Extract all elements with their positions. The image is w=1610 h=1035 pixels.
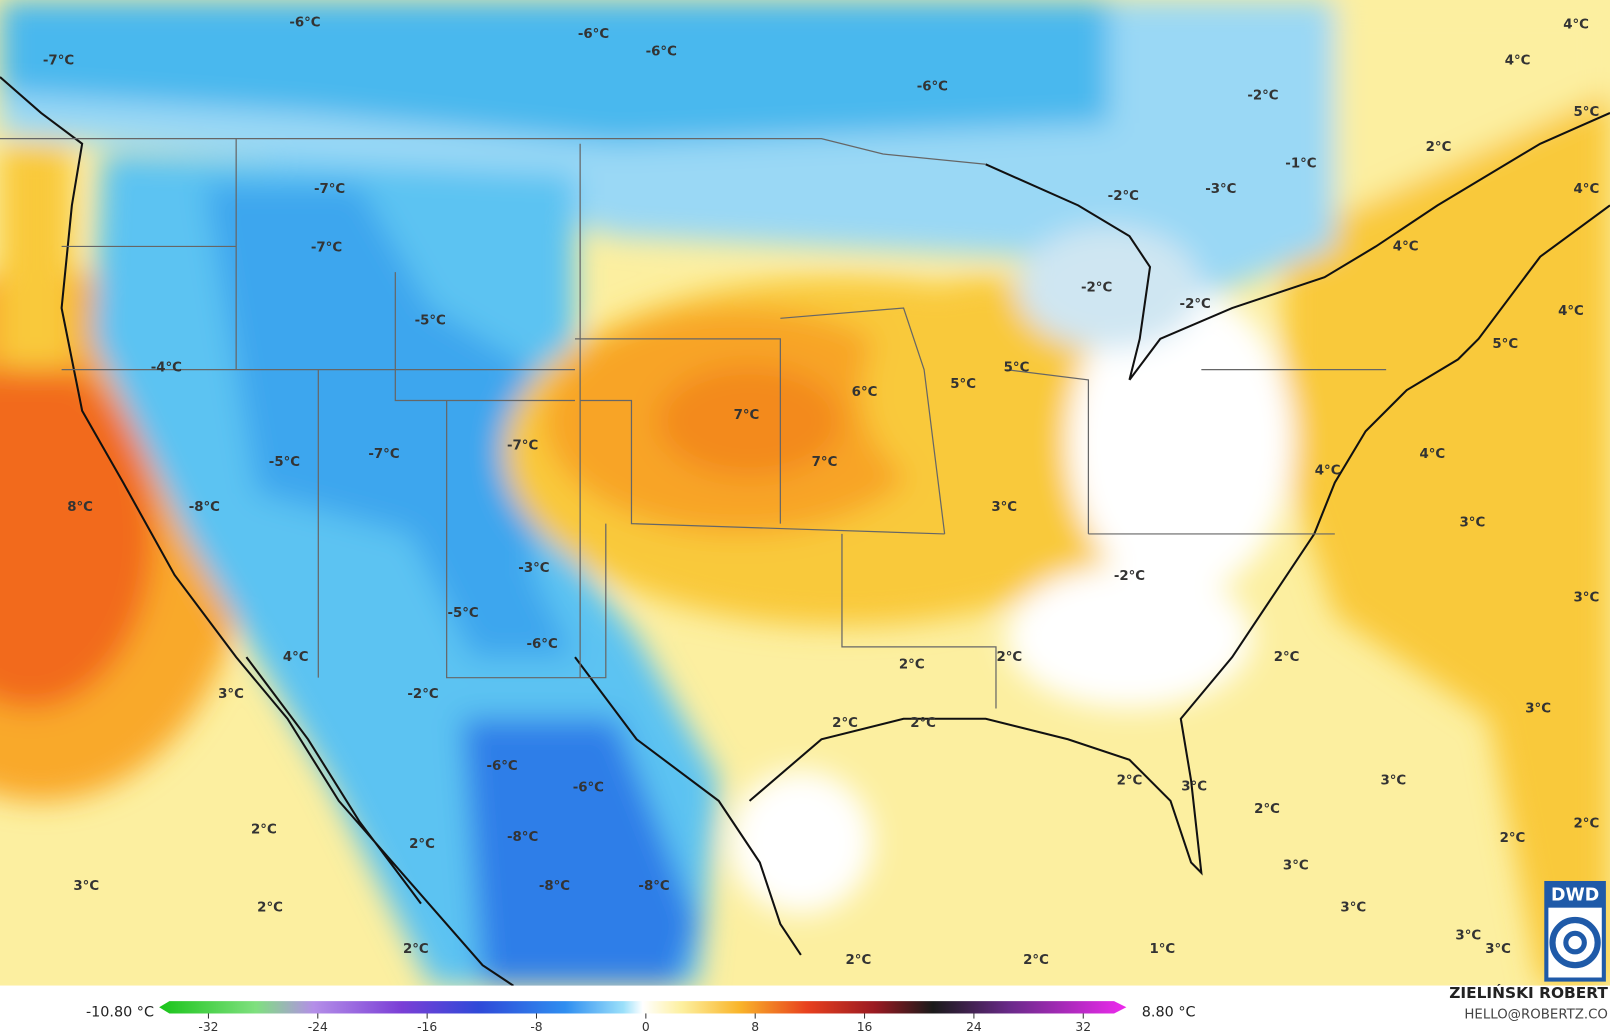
tick-label: -32 xyxy=(198,1020,218,1034)
temperature-label: -3°C xyxy=(518,561,549,576)
temperature-label: 3°C xyxy=(991,500,1017,515)
temperature-label: 2°C xyxy=(899,657,925,672)
temperature-label: 1°C xyxy=(1149,942,1175,957)
temperature-label: 7°C xyxy=(734,408,760,423)
tick-label: 24 xyxy=(966,1020,982,1034)
temperature-label: 2°C xyxy=(1500,831,1526,846)
temperature-label: 2°C xyxy=(1254,802,1280,817)
temperature-label: -6°C xyxy=(486,759,517,774)
temperature-label: 3°C xyxy=(1525,701,1551,716)
temperature-label: -5°C xyxy=(269,455,300,470)
tick-label: -8 xyxy=(530,1020,542,1034)
temperature-label: -2°C xyxy=(1114,569,1145,584)
temperature-label: 2°C xyxy=(1023,953,1049,968)
temperature-label: 3°C xyxy=(218,687,244,702)
temperature-label: 2°C xyxy=(832,716,858,731)
tick-label: -24 xyxy=(308,1020,328,1034)
temperature-label: 5°C xyxy=(1574,105,1600,120)
temperature-label: 7°C xyxy=(812,455,838,470)
temperature-label: 5°C xyxy=(1004,361,1030,376)
temperature-labels: -6°C -6°C -6°C -6°C -7°C 4°C 4°C -2°C 5°C 2°C -1°C… xyxy=(43,16,1599,968)
temperature-label: 3°C xyxy=(1283,859,1309,874)
temperature-label: -1°C xyxy=(1285,156,1316,171)
temperature-label: -6°C xyxy=(917,79,948,94)
temperature-label: 2°C xyxy=(1274,650,1300,665)
temperature-label: -7°C xyxy=(507,439,538,454)
tick-label: -16 xyxy=(417,1020,437,1034)
colorbar xyxy=(159,1001,1127,1014)
temperature-label: -6°C xyxy=(646,44,677,59)
temperature-label: 4°C xyxy=(1315,463,1341,478)
temperature-label: -2°C xyxy=(1180,297,1211,312)
temperature-label: 6°C xyxy=(852,385,878,400)
temperature-label: 8°C xyxy=(67,500,93,515)
temperature-label: -5°C xyxy=(415,313,446,328)
colorbar-ticks: -32 -24 -16 -8 0 8 16 24 32 xyxy=(198,1013,1091,1034)
temperature-label: -8°C xyxy=(638,879,669,894)
temperature-label: 3°C xyxy=(73,879,99,894)
temperature-label: 5°C xyxy=(1492,337,1518,352)
temperature-label: 4°C xyxy=(1558,304,1584,319)
temperature-label: 2°C xyxy=(251,823,277,838)
temperature-label: -6°C xyxy=(573,781,604,796)
temperature-label: -6°C xyxy=(289,16,320,31)
temperature-label: 4°C xyxy=(1574,182,1600,197)
temperature-label: -8°C xyxy=(539,879,570,894)
temperature-label: -3°C xyxy=(1205,182,1236,197)
credit-contact: HELLO@ROBERTZ.CO xyxy=(1464,1008,1608,1023)
temperature-label: 5°C xyxy=(950,377,976,392)
tick-label: 16 xyxy=(857,1020,873,1034)
temperature-label: 2°C xyxy=(1574,816,1600,831)
temperature-label: -7°C xyxy=(311,240,342,255)
dwd-logo: DWD xyxy=(1544,880,1606,982)
temperature-label: 3°C xyxy=(1380,773,1406,788)
temperature-label: 2°C xyxy=(910,716,936,731)
temperature-label: -7°C xyxy=(43,54,74,69)
temperature-label: 3°C xyxy=(1455,928,1481,943)
temperature-label: 2°C xyxy=(403,942,429,957)
temperature-label: -7°C xyxy=(314,182,345,197)
temperature-label: 2°C xyxy=(846,953,872,968)
temperature-label: 2°C xyxy=(1426,140,1452,155)
temperature-label: 4°C xyxy=(1393,239,1419,254)
temperature-label: 4°C xyxy=(1505,54,1531,69)
temperature-label: -2°C xyxy=(1108,189,1139,204)
temperature-label: 3°C xyxy=(1574,591,1600,606)
colorbar-min: -10.80 °C xyxy=(86,1005,154,1021)
temperature-label: -6°C xyxy=(527,637,558,652)
temperature-label: -2°C xyxy=(1081,280,1112,295)
logo-text: DWD xyxy=(1551,885,1599,905)
temperature-label: -2°C xyxy=(407,687,438,702)
temperature-label: -8°C xyxy=(507,830,538,845)
temperature-label: 3°C xyxy=(1460,516,1486,531)
temperature-label: 3°C xyxy=(1181,780,1207,795)
temperature-label: 4°C xyxy=(1563,18,1589,33)
temperature-label: 4°C xyxy=(283,650,309,665)
temperature-label: 2°C xyxy=(996,650,1022,665)
temperature-label: -2°C xyxy=(1247,88,1278,103)
temperature-label: 3°C xyxy=(1485,942,1511,957)
temperature-label: 2°C xyxy=(1117,773,1143,788)
temperature-label: 4°C xyxy=(1419,447,1445,462)
credit-author: ZIELIŃSKI ROBERT xyxy=(1449,983,1608,1002)
temperature-label: -6°C xyxy=(578,27,609,42)
temperature-label: 2°C xyxy=(409,837,435,852)
temperature-label: 2°C xyxy=(257,901,283,916)
temperature-label: -4°C xyxy=(151,361,182,376)
tick-label: 32 xyxy=(1075,1020,1091,1034)
map-field xyxy=(0,0,1610,986)
temperature-label: 3°C xyxy=(1340,901,1366,916)
temperature-label: -5°C xyxy=(447,606,478,621)
tick-label: 8 xyxy=(751,1020,759,1034)
colorbar-max: 8.80 °C xyxy=(1142,1005,1196,1021)
temperature-label: -8°C xyxy=(189,500,220,515)
temperature-label: -7°C xyxy=(368,447,399,462)
tick-label: 0 xyxy=(642,1020,650,1034)
